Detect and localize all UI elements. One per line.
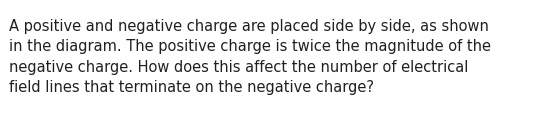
Text: A positive and negative charge are placed side by side, as shown
in the diagram.: A positive and negative charge are place… [9,19,491,95]
